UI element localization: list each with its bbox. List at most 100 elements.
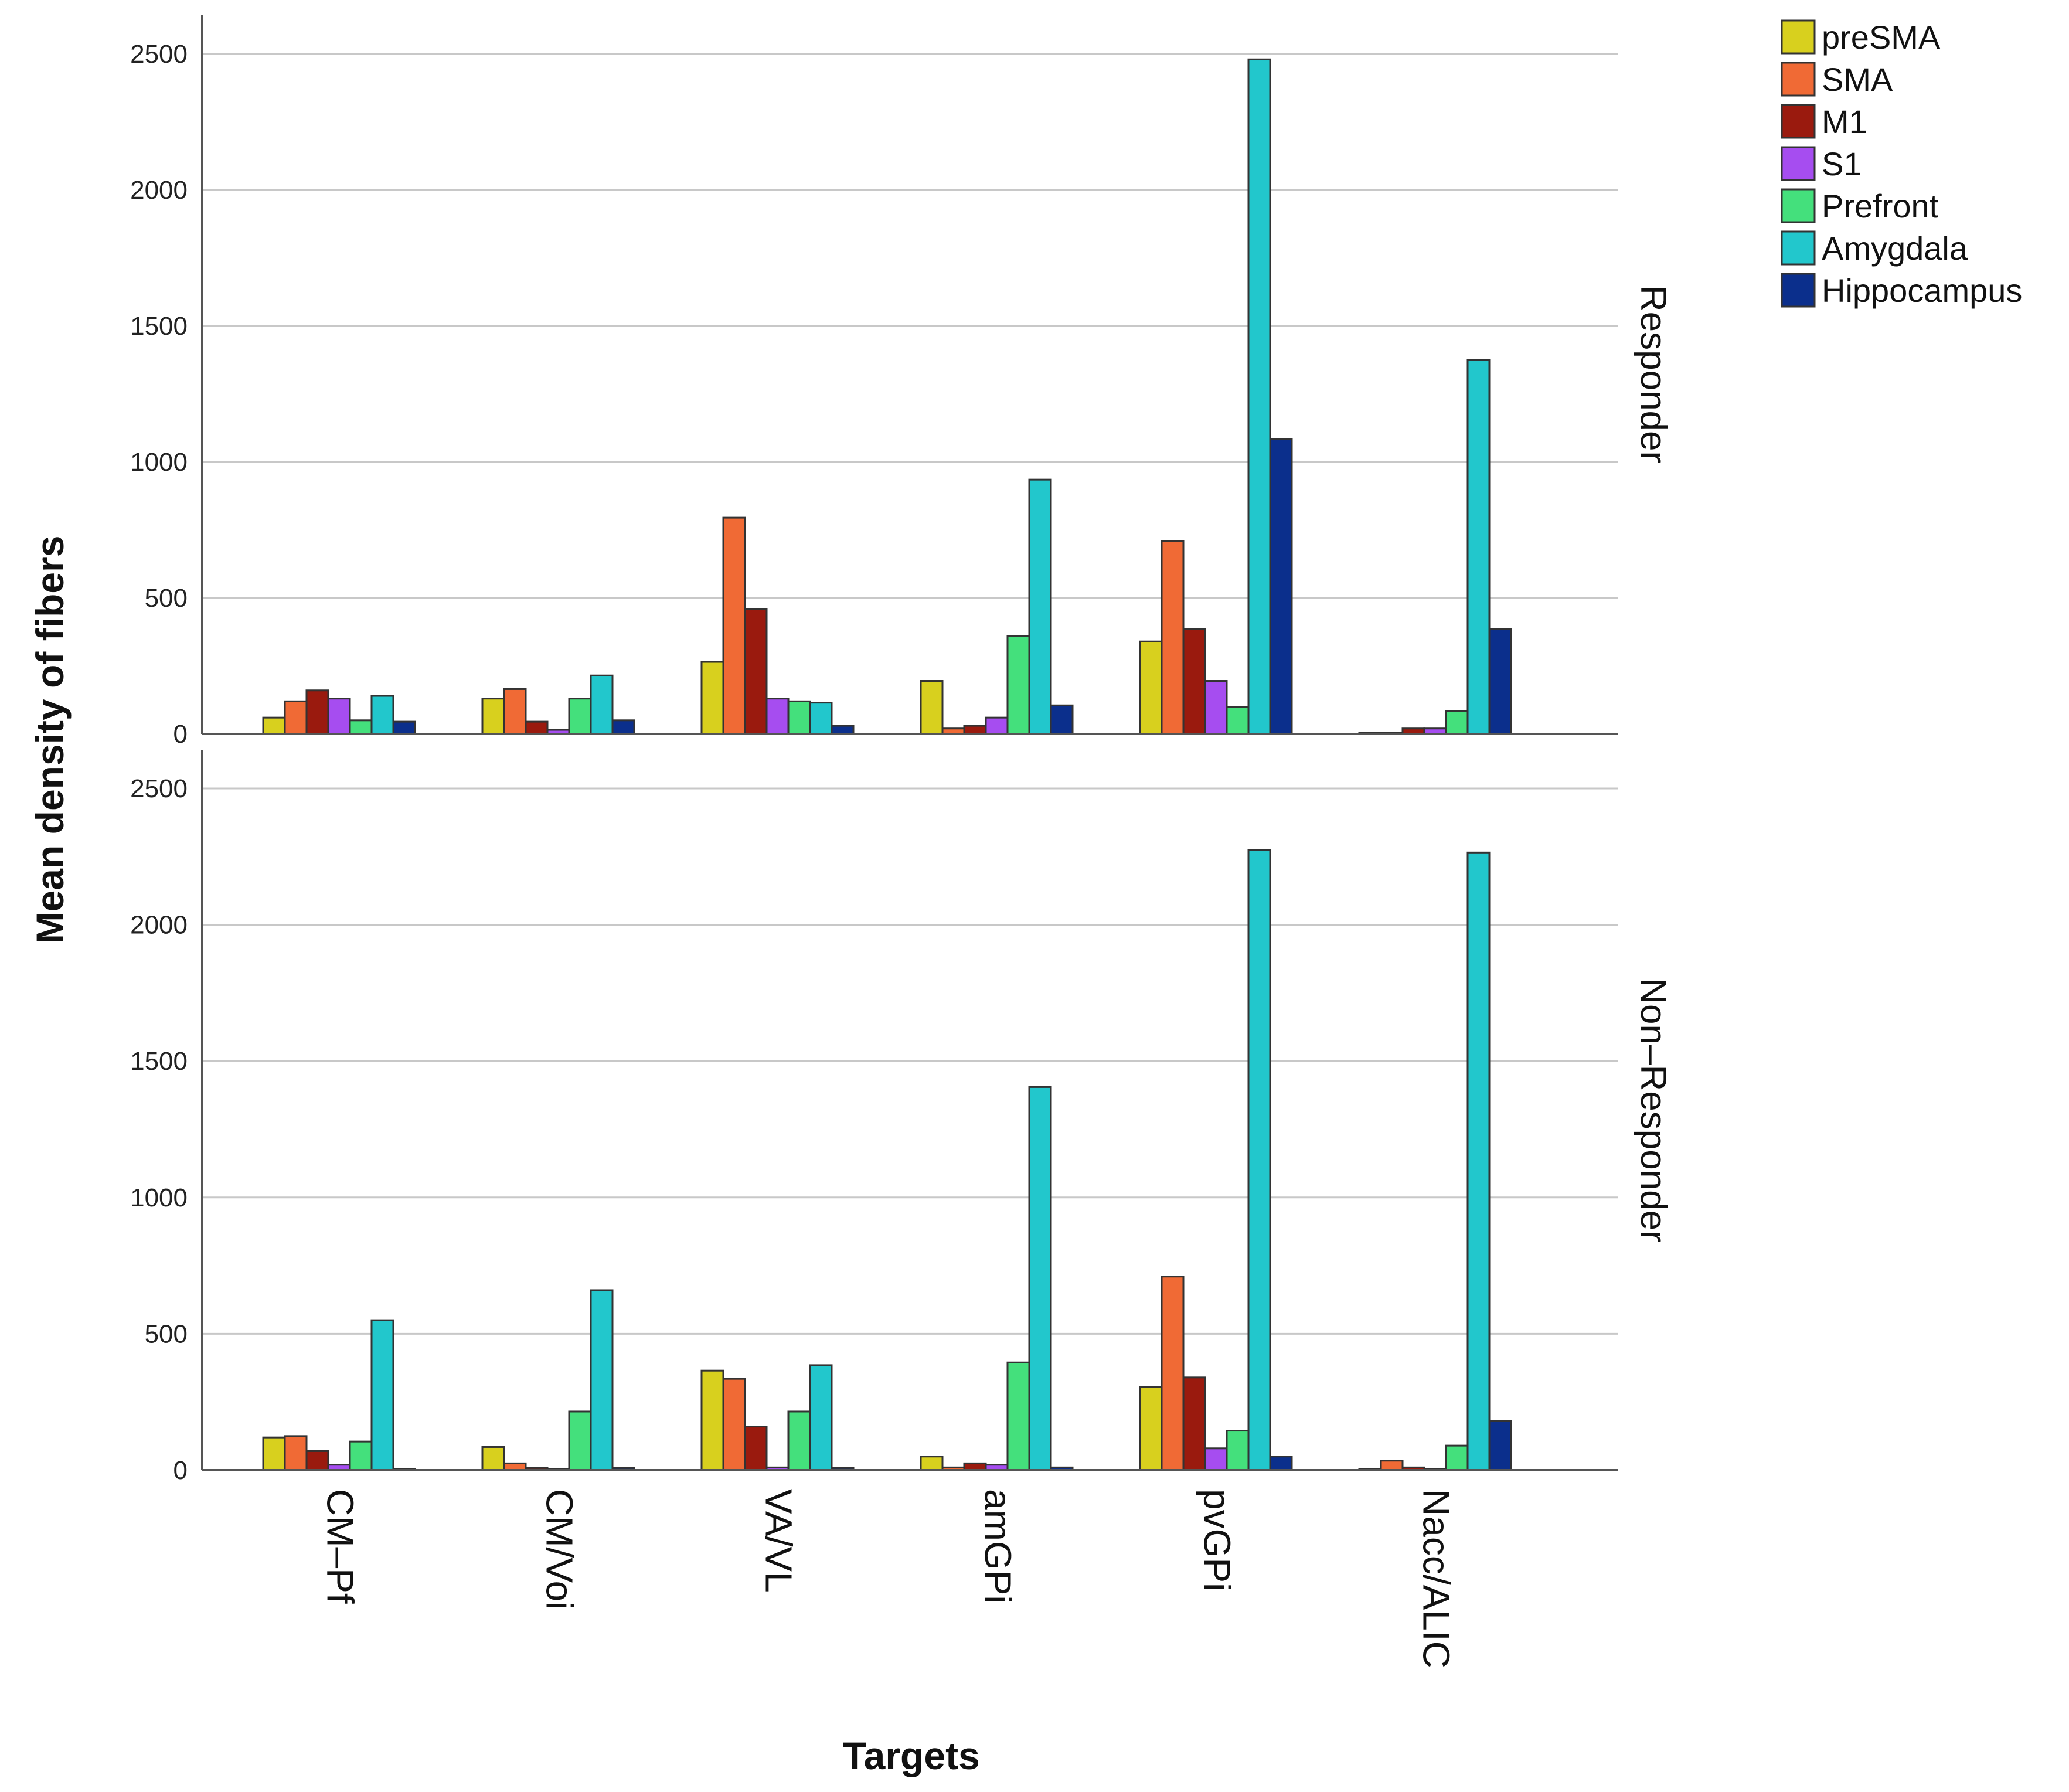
bar <box>1445 1444 1469 1471</box>
bar <box>392 720 416 735</box>
legend-item: Amygdala <box>1781 230 1968 267</box>
legend-item: M1 <box>1781 103 1867 140</box>
legend: preSMA SMA M1 S1 Prefront Amygdala Hippocampus <box>1781 19 2022 309</box>
y-tick-label: 1500 <box>130 312 188 341</box>
legend-item: SMA <box>1781 61 1893 98</box>
y-tick-label: 0 <box>173 720 188 749</box>
legend-swatch <box>1781 188 1816 223</box>
y-tick-label: 1000 <box>130 448 188 477</box>
bar <box>481 1446 505 1471</box>
x-tick-label: amGPi <box>977 1489 1019 1604</box>
bar <box>590 674 614 735</box>
bar <box>920 680 944 735</box>
plot-panels: 0 500 1000 1500 2000 2500 Responder 0 500 1000 150… <box>130 15 1673 1668</box>
bar <box>611 719 635 735</box>
bar <box>568 698 592 735</box>
bar <box>809 702 833 735</box>
bar <box>284 1435 308 1471</box>
y-tick-label: 1500 <box>130 1047 188 1076</box>
bar <box>370 1319 394 1471</box>
bar <box>1161 1276 1185 1471</box>
bar <box>1488 1420 1512 1471</box>
bar <box>327 698 351 735</box>
y-tick-label: 2500 <box>130 774 188 803</box>
legend-item: S1 <box>1781 145 1862 182</box>
panel-non-responder: 0 500 1000 1500 2000 2500 Non–Responder <box>130 750 1673 1485</box>
y-tick-label: 500 <box>145 1320 188 1348</box>
bar <box>262 716 286 735</box>
bar <box>1247 849 1271 1471</box>
bar <box>1006 1361 1030 1471</box>
legend-label: M1 <box>1822 103 1867 140</box>
bar <box>525 720 549 735</box>
bar <box>1204 1447 1228 1471</box>
x-tick-label: Nacc/ALIC <box>1415 1489 1458 1668</box>
bar <box>503 688 527 735</box>
bar <box>722 516 746 735</box>
x-tick-label: CM–Pf <box>319 1489 362 1604</box>
bar <box>284 700 308 735</box>
bar <box>1226 1430 1250 1471</box>
y-tick-label: 500 <box>145 584 188 613</box>
bar <box>809 1364 833 1471</box>
bar <box>1006 635 1030 735</box>
bar <box>481 698 505 735</box>
bar <box>1226 706 1250 735</box>
bar <box>700 1369 724 1471</box>
bar <box>1488 628 1512 735</box>
legend-swatch <box>1781 19 1816 55</box>
bar <box>700 661 724 735</box>
bar <box>590 1289 614 1471</box>
bar <box>1269 438 1293 735</box>
panel-label: Non–Responder <box>1633 978 1673 1243</box>
bar <box>963 725 987 735</box>
bar <box>370 695 394 735</box>
legend-label: Hippocampus <box>1822 272 2022 309</box>
bar <box>1445 710 1469 735</box>
bar <box>1161 540 1185 735</box>
bar <box>1028 1086 1052 1471</box>
legend-item: Hippocampus <box>1781 272 2022 309</box>
bar <box>262 1436 286 1471</box>
legend-item: preSMA <box>1781 19 1941 56</box>
bar <box>722 1378 746 1471</box>
bar <box>1247 58 1271 735</box>
bar <box>1466 359 1491 735</box>
legend-swatch <box>1781 230 1816 266</box>
legend-label: Prefront <box>1822 188 1939 225</box>
bar <box>1466 851 1491 1471</box>
legend-label: S1 <box>1822 145 1862 182</box>
legend-label: preSMA <box>1822 19 1941 56</box>
legend-label: Amygdala <box>1822 230 1968 267</box>
bar <box>787 1410 811 1471</box>
y-axis-title: Mean density of fibers <box>28 536 72 944</box>
bar <box>349 719 373 735</box>
bar <box>1028 478 1052 735</box>
bar <box>349 1440 373 1471</box>
bar <box>920 1456 944 1471</box>
legend-swatch <box>1781 146 1816 181</box>
panel-responder: 0 500 1000 1500 2000 2500 Responder <box>130 15 1673 749</box>
y-tick-label: 1000 <box>130 1184 188 1212</box>
bar <box>1380 1460 1404 1471</box>
legend-swatch <box>1781 62 1816 97</box>
x-tick-label: pvGPi <box>1196 1489 1238 1591</box>
legend-swatch <box>1781 273 1816 308</box>
x-tick-label: VA/VL <box>758 1489 800 1593</box>
y-tick-label: 2500 <box>130 40 188 69</box>
bar <box>1182 628 1206 735</box>
y-tick-label: 2000 <box>130 911 188 940</box>
y-tick-label: 0 <box>173 1456 188 1485</box>
bar <box>1139 640 1163 735</box>
bar <box>985 716 1009 735</box>
bar <box>305 1450 329 1471</box>
bar <box>1269 1456 1293 1471</box>
bar <box>568 1410 592 1471</box>
bar <box>765 698 790 735</box>
legend-swatch <box>1781 104 1816 139</box>
legend-item: Prefront <box>1781 188 1939 225</box>
bar <box>1204 680 1228 735</box>
bar <box>1050 704 1074 735</box>
bar <box>1182 1376 1206 1471</box>
